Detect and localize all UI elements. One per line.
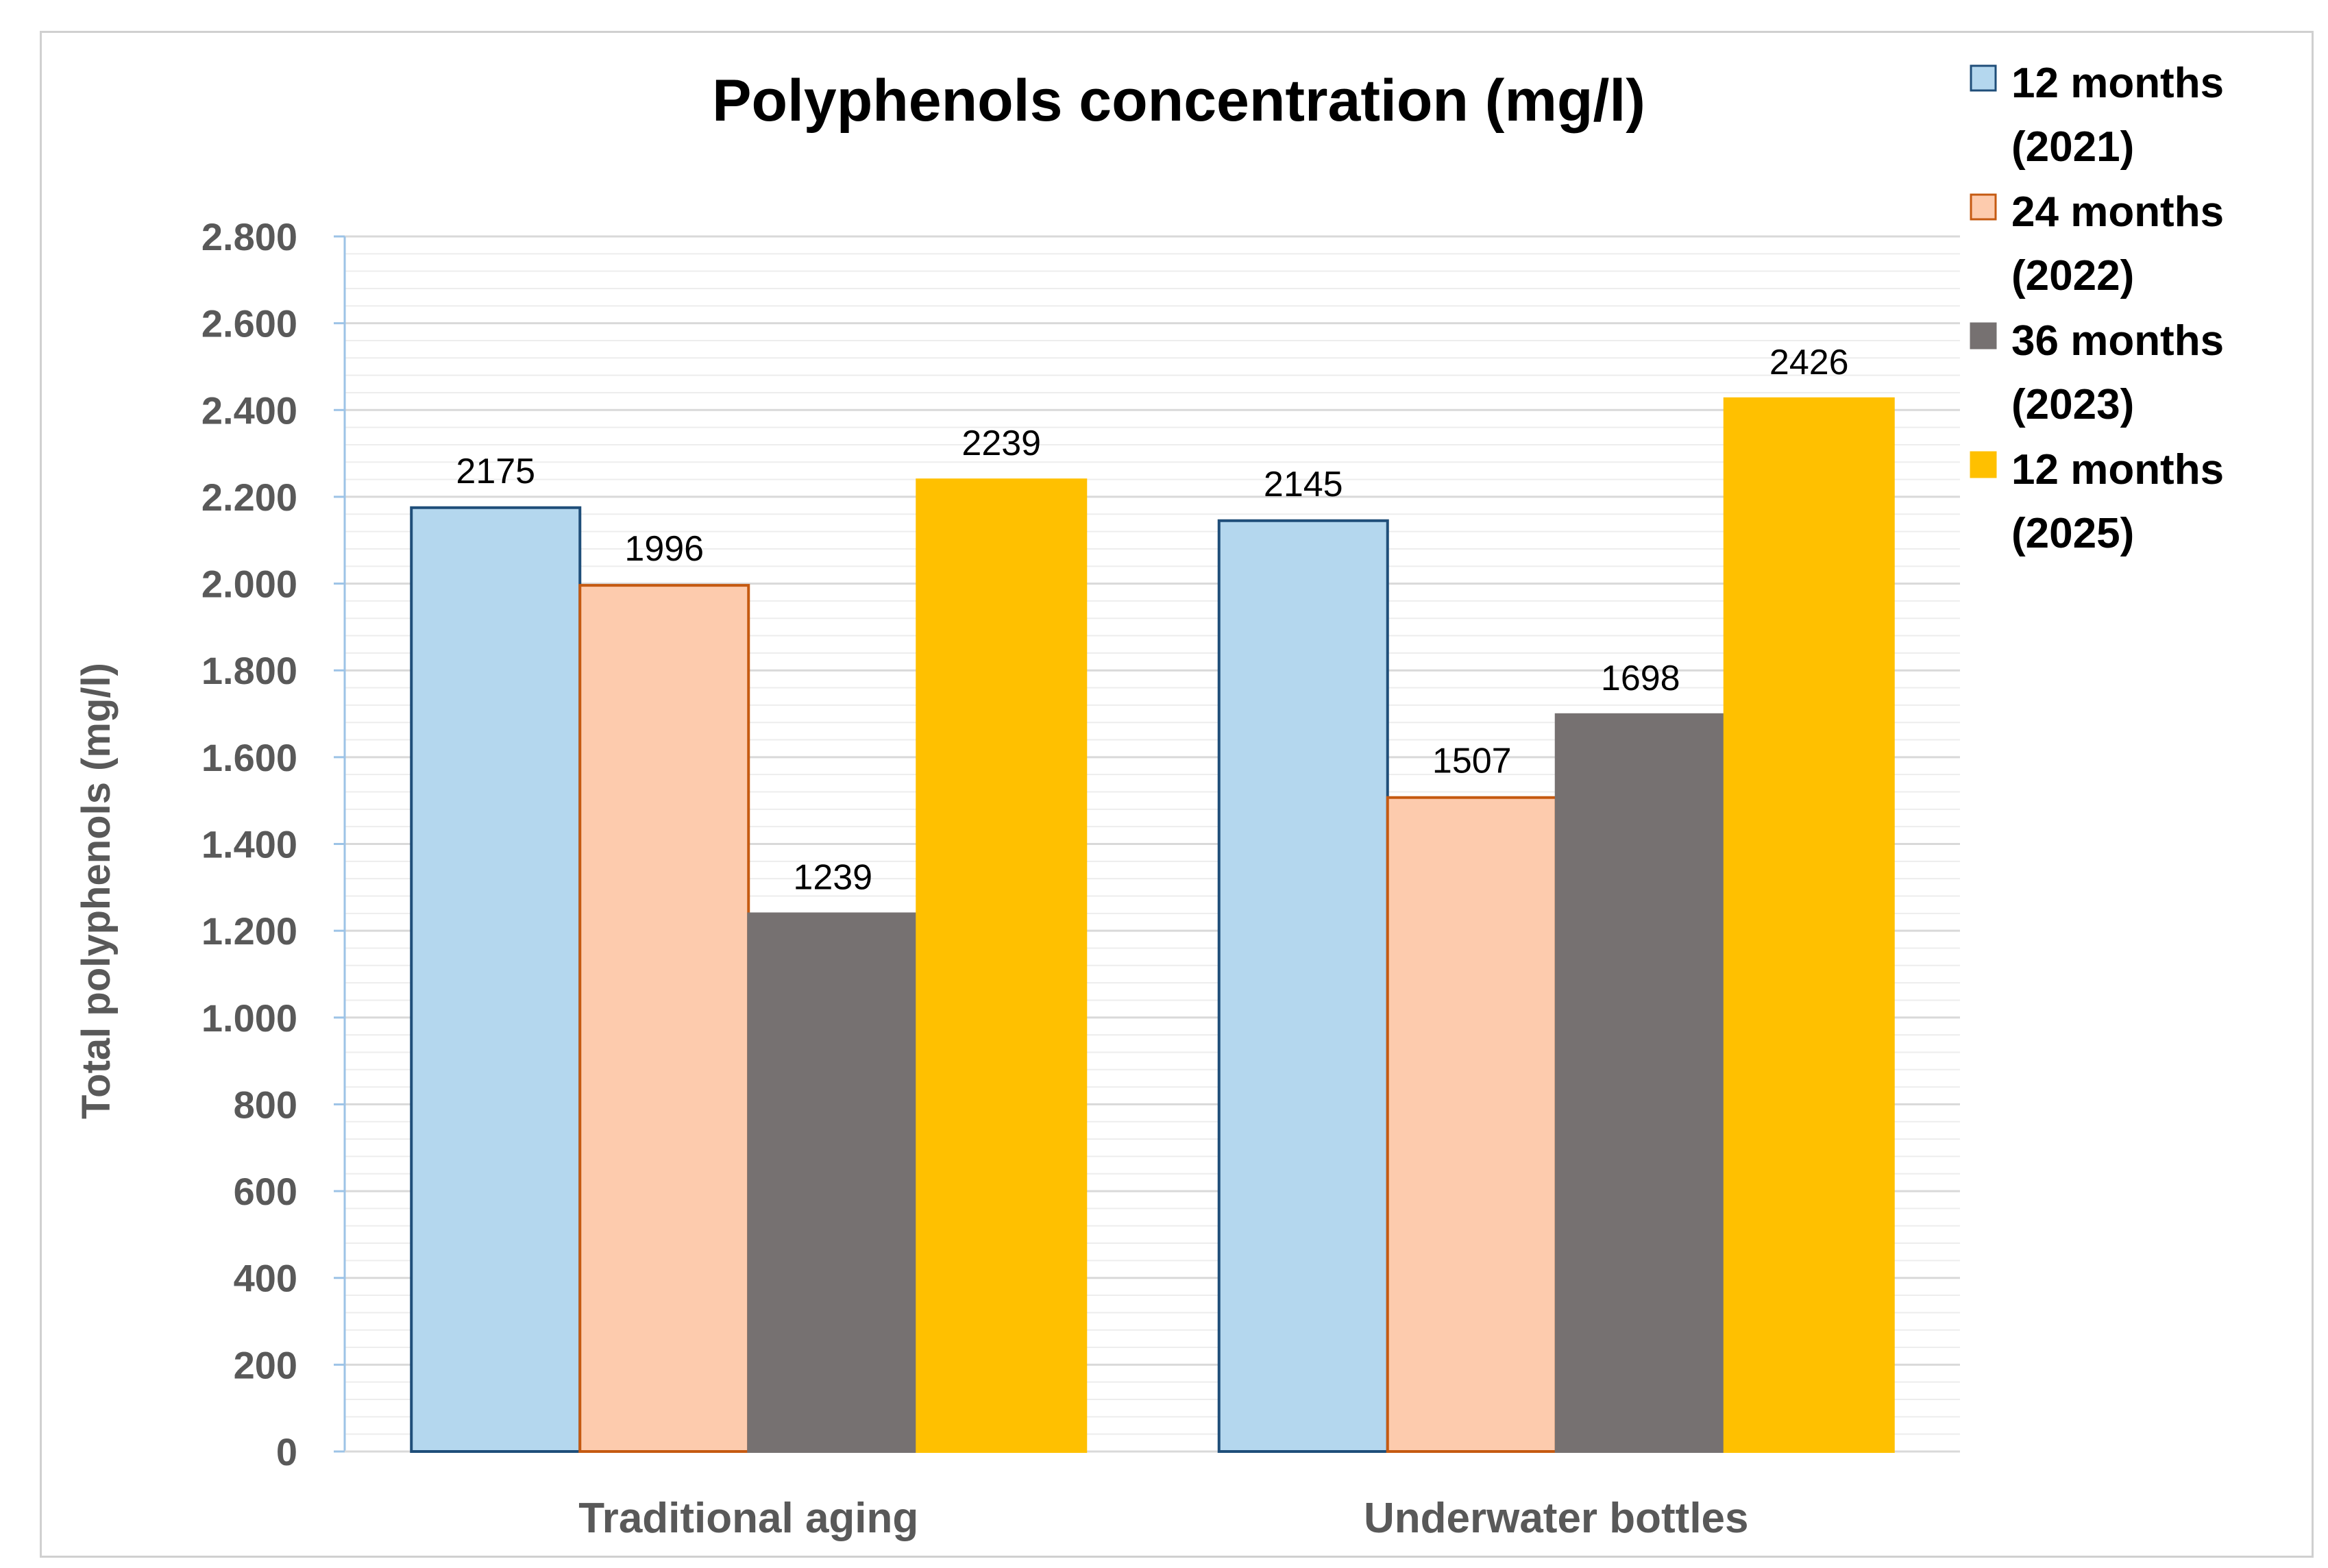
y-tick-label: 200 (234, 1343, 297, 1386)
y-tick-label: 2.000 (201, 563, 297, 606)
data-label: 2426 (1769, 343, 1849, 382)
bar-4-1 (916, 478, 1088, 1454)
bar-3-2 (1554, 713, 1726, 1453)
y-tick-label: 0 (276, 1430, 297, 1473)
x-tick-label: Traditional aging (578, 1495, 918, 1542)
legend-swatch (1970, 193, 1997, 221)
bar-2-2 (1386, 796, 1558, 1453)
bars (410, 397, 1895, 1454)
y-tick-label: 1.200 (201, 909, 297, 953)
y-axis-ticks: 0 200 400 600 800 1.000 1.200 1.400 1.600 1.800 2.… (201, 215, 345, 1473)
y-tick-label: 2.600 (201, 302, 297, 345)
legend-label: 12 months (2011, 446, 2224, 493)
bar-1-2 (1217, 519, 1389, 1453)
data-label: 1507 (1432, 742, 1512, 781)
x-axis-ticks: Traditional aging Underwater bottles (578, 1495, 1748, 1542)
y-tick-label: 2.400 (201, 389, 297, 432)
y-tick-label: 1.600 (201, 736, 297, 779)
legend-swatch (1970, 451, 1997, 478)
legend-label: 36 months (2011, 317, 2224, 365)
bar-3-1 (747, 912, 919, 1453)
legend-label: (2022) (2011, 252, 2134, 299)
data-label: 2239 (961, 424, 1041, 463)
legend-label: 12 months (2011, 60, 2224, 107)
y-axis-label: Total polyphenols (mg/l) (74, 663, 119, 1119)
legend-label: 24 months (2011, 188, 2224, 236)
legend-label: (2025) (2011, 510, 2134, 557)
legend-label: (2021) (2011, 123, 2134, 171)
x-tick-label: Underwater bottles (1364, 1495, 1749, 1542)
chart-title: Polyphenols concentration (mg/l) (712, 68, 1645, 134)
data-label: 1996 (624, 529, 704, 569)
y-tick-label: 1.800 (201, 649, 297, 692)
y-tick-label: 1.000 (201, 996, 297, 1040)
data-labels: 2175 1996 1239 2239 2145 1507 1698 2426 (456, 343, 1848, 898)
y-tick-label: 2.200 (201, 476, 297, 519)
y-tick-label: 800 (234, 1083, 297, 1126)
data-label: 2145 (1264, 465, 1343, 504)
y-tick-label: 600 (234, 1170, 297, 1213)
legend: 12 months (2021) 24 months (2022) 36 months (… (1970, 60, 2224, 557)
legend-label: (2023) (2011, 381, 2134, 428)
y-tick-label: 1.400 (201, 823, 297, 866)
y-tick-label: 2.800 (201, 215, 297, 258)
legend-swatch (1970, 64, 1997, 92)
data-label: 2175 (456, 452, 535, 491)
bar-4-2 (1723, 397, 1895, 1453)
data-label: 1239 (793, 857, 872, 897)
bar-2-1 (578, 584, 750, 1454)
legend-swatch (1970, 322, 1997, 350)
y-tick-label: 400 (234, 1257, 297, 1300)
bar-1-1 (410, 506, 582, 1453)
data-label: 1698 (1601, 659, 1680, 698)
